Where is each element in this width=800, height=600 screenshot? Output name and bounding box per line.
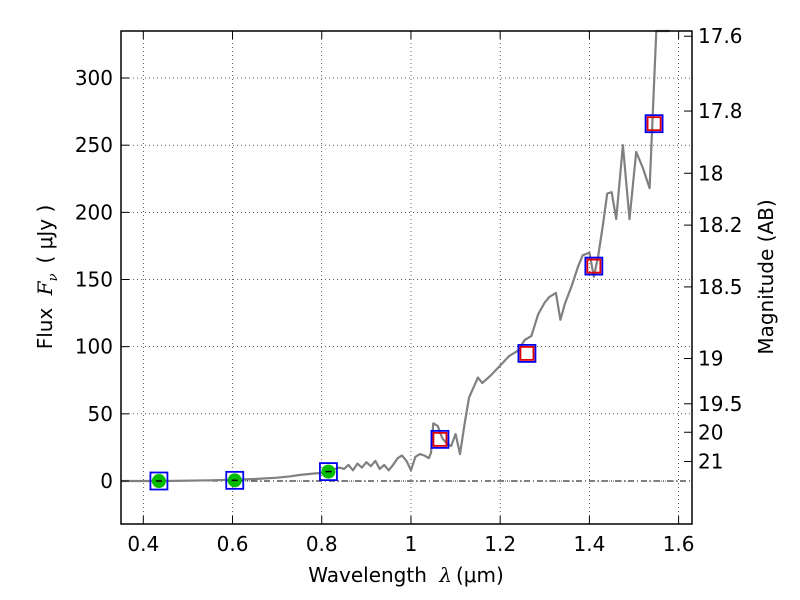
y-tick-label: 300 — [75, 66, 113, 90]
y2-tick-label: 21 — [698, 450, 723, 474]
y2-tick-label: 17.8 — [698, 99, 743, 123]
y-tick-label: 100 — [75, 335, 113, 359]
y2-tick-label: 18.2 — [698, 213, 743, 237]
spectrum-layer — [121, 29, 670, 483]
red-square-marker — [646, 116, 662, 132]
y-tick-label: 200 — [75, 200, 113, 224]
x-tick-label: 1.2 — [484, 532, 516, 556]
y2-tick-label: 19.5 — [698, 392, 743, 416]
x-tick-label: 0.6 — [217, 532, 249, 556]
y-tick-label: 50 — [88, 402, 113, 426]
blue-square-marker — [430, 429, 450, 449]
y2-tick-label: 19 — [698, 347, 723, 371]
y-tick-label: 0 — [100, 469, 113, 493]
y-tick-label: 150 — [75, 268, 113, 292]
x-axis-ticks: 0.4 0.6 0.8 1 1.2 1.4 1.6 — [127, 31, 695, 556]
y2-tick-label: 20 — [698, 420, 723, 444]
x-axis-title: Wavelength λ (μm) — [308, 563, 504, 587]
blue-square-marker — [517, 343, 537, 363]
y-tick-label: 250 — [75, 133, 113, 157]
y2-axis-ticks: 17.6 17.8 18 18.2 18.5 19 19.5 20 21 — [684, 24, 743, 474]
red-square-marker — [519, 345, 535, 361]
red-square-marker — [586, 258, 602, 274]
y2-tick-label: 18 — [698, 161, 723, 185]
photometry-markers — [149, 114, 664, 491]
blue-square-marker — [225, 470, 245, 490]
plot-area — [121, 31, 692, 524]
x-tick-label: 1.6 — [663, 532, 695, 556]
x-tick-label: 0.8 — [306, 532, 338, 556]
blue-square-marker — [149, 471, 169, 491]
y2-tick-label: 17.6 — [698, 24, 743, 48]
red-square-marker — [432, 431, 448, 447]
spectrum-line — [121, 29, 670, 483]
x-tick-label: 0.4 — [127, 532, 159, 556]
blue-square-marker — [584, 256, 604, 276]
y2-tick-label: 18.5 — [698, 275, 743, 299]
blue-square-marker — [319, 462, 338, 482]
plot-frame — [120, 30, 693, 525]
y-axis-ticks: 0 50 100 150 200 250 300 — [75, 66, 129, 493]
y-axis-title: Flux Fν( μJy ) — [33, 205, 61, 350]
x-tick-label: 1 — [405, 532, 418, 556]
blue-square-marker — [644, 114, 664, 134]
y2-axis-title: Magnitude (AB) — [754, 199, 778, 354]
x-tick-label: 1.4 — [573, 532, 605, 556]
